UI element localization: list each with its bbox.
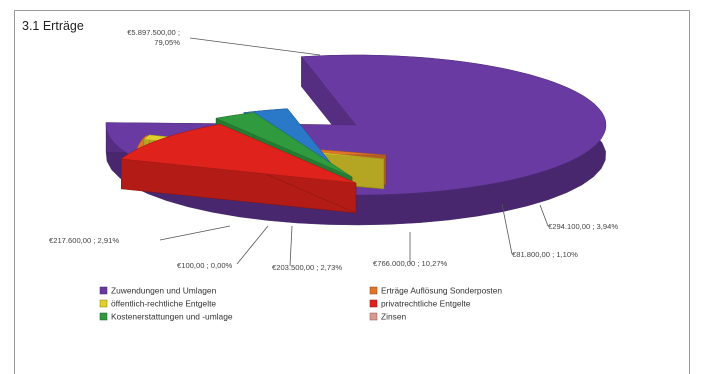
legend-item-privatrechtliche-entgelte: privatrechtliche Entgelte xyxy=(369,299,471,309)
legend-item-kostenerstattungen-und-umlage: Kostenerstattungen und -umlage xyxy=(99,312,233,322)
data-label-text: 79,05% xyxy=(154,38,180,47)
leader-line xyxy=(189,37,321,56)
legend-swatch xyxy=(99,312,108,321)
legend-label: privatrechtliche Entgelte xyxy=(381,299,471,309)
legend-swatch xyxy=(99,299,108,308)
legend-label: Zinsen xyxy=(381,312,406,322)
data-label-text: €766.000,00 ; 10,27% xyxy=(373,259,448,268)
data-label-text: €203.500,00 ; 2,73% xyxy=(272,263,342,272)
data-label-text: €81.800,00 ; 1,10% xyxy=(512,250,578,259)
legend-item-zuwendungen-und-umlagen: Zuwendungen und Umlagen xyxy=(99,286,217,296)
legend-item-ertr-ge-aufl-sung-sonderposten: Erträge Auflösung Sonderposten xyxy=(369,286,502,296)
leader-line xyxy=(539,204,549,227)
legend-item-zinsen: Zinsen xyxy=(369,312,406,322)
pie-slice-top xyxy=(120,123,357,184)
leader-line xyxy=(289,225,293,267)
leader-line xyxy=(501,203,513,255)
leader-line xyxy=(236,225,269,265)
pie-slices xyxy=(105,54,607,226)
data-label-kostenerstattungen-und-umlage: €203.500,00 ; 2,73% xyxy=(272,225,342,272)
pie-slice-privatrechtliche-entgelte xyxy=(120,123,357,214)
chart-title: 3.1 Erträge xyxy=(22,19,84,33)
legend-swatch xyxy=(369,299,378,308)
legend: Zuwendungen und Umlagen Erträge Auflösung… xyxy=(99,286,502,322)
pie-labels: €5.897.500,00 ;79,05% €294.100,00 ; 3,94%… xyxy=(49,28,618,272)
chart-frame xyxy=(14,10,690,374)
legend-swatch xyxy=(369,312,378,321)
data-label-text: €5.897.500,00 ; xyxy=(127,28,180,37)
data-label-zuwendungen-und-umlagen: €5.897.500,00 ;79,05% xyxy=(127,28,321,56)
pie-slice-top xyxy=(215,112,353,178)
data-label-privatrechtliche-entgelte: €766.000,00 ; 10,27% xyxy=(373,232,448,268)
data-label-zinsen: €100,00 ; 0,00% xyxy=(177,225,269,270)
legend-swatch xyxy=(99,286,108,295)
data-label-slice-6: €217.600,00 ; 2,91% xyxy=(49,225,231,245)
legend-label: Kostenerstattungen und -umlage xyxy=(111,312,233,322)
data-label-ffentlich-rechtliche-entgelte: €81.800,00 ; 1,10% xyxy=(501,203,578,259)
legend-label: öffentlich-rechtliche Entgelte xyxy=(111,299,216,309)
data-label-text: €294.100,00 ; 3,94% xyxy=(548,222,618,231)
legend-label: Erträge Auflösung Sonderposten xyxy=(381,286,502,296)
legend-item-ffentlich-rechtliche-entgelte: öffentlich-rechtliche Entgelte xyxy=(99,299,216,309)
data-label-text: €217.600,00 ; 2,91% xyxy=(49,236,119,245)
leader-line xyxy=(159,225,231,241)
legend-label: Zuwendungen und Umlagen xyxy=(111,286,217,296)
data-label-text: €100,00 ; 0,00% xyxy=(177,261,233,270)
legend-swatch xyxy=(369,286,378,295)
data-label-ertr-ge-aufl-sung-sonderposten: €294.100,00 ; 3,94% xyxy=(539,204,618,231)
